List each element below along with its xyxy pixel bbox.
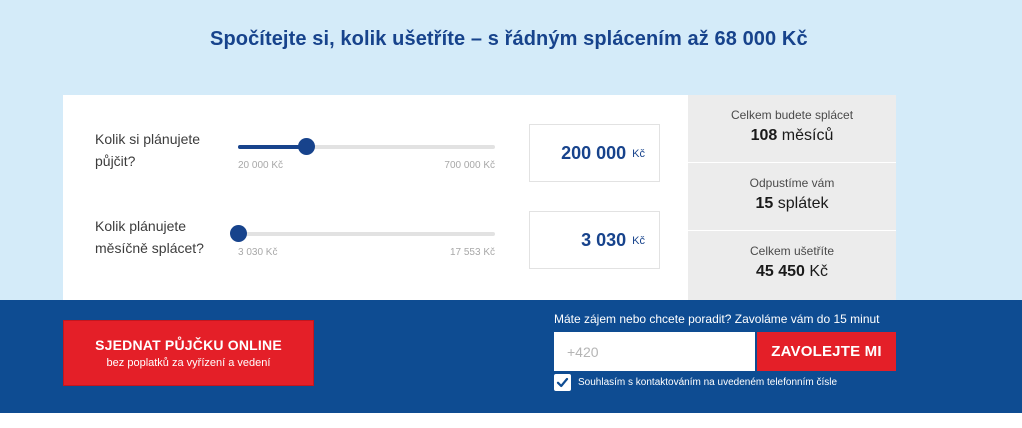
loan-amount-label-line1: Kolik si plánujete xyxy=(95,131,201,147)
summary-savings-value: 45 450 xyxy=(755,263,805,280)
slider-max-label: 17 553 Kč xyxy=(449,247,495,258)
slider-thumb[interactable] xyxy=(298,138,316,155)
summary-forgiven-caption: Odpustíme vám xyxy=(749,176,835,190)
slider-min-label: 3 030 Kč xyxy=(238,247,278,258)
summary-months-value-line: 108 měsíců xyxy=(688,127,896,145)
checkmark-icon xyxy=(556,377,569,388)
summary-months-unit: měsíců xyxy=(781,127,834,144)
slider-track[interactable] xyxy=(238,145,495,149)
consent-row: Souhlasím s kontaktováním na uvedeném te… xyxy=(554,374,837,391)
summary-months-value: 108 xyxy=(750,127,778,144)
summary-forgiven-unit: splátek xyxy=(777,195,829,212)
summary-forgiven-value: 15 xyxy=(755,195,774,212)
summary-savings: Celkem ušetříte 45 450 Kč xyxy=(688,244,896,281)
summary-savings-value-line: 45 450 Kč xyxy=(688,263,896,281)
loan-amount-value: 200 000 xyxy=(561,142,627,163)
calculator-panel: Kolik si plánujete půjčit? 20 000 Kč 700… xyxy=(63,95,688,300)
phone-input[interactable] xyxy=(554,332,755,371)
slider-thumb[interactable] xyxy=(230,225,247,242)
monthly-payment-value: 3 030 xyxy=(581,229,627,250)
monthly-payment-label-line2: měsíčně splácet? xyxy=(95,240,204,256)
monthly-payment-unit: Kč xyxy=(632,235,645,247)
apply-online-button-label: SJEDNAT PŮJČKU ONLINE xyxy=(95,337,282,353)
consent-checkbox[interactable] xyxy=(554,374,571,391)
loan-amount-unit: Kč xyxy=(632,148,645,160)
monthly-payment-label-line1: Kolik plánujete xyxy=(95,218,187,234)
consent-label: Souhlasím s kontaktováním na uvedeném te… xyxy=(578,377,838,388)
monthly-payment-value-box[interactable]: 3 030 Kč xyxy=(529,211,660,269)
loan-amount-value-box[interactable]: 200 000 Kč xyxy=(529,124,660,182)
summary-savings-unit: Kč xyxy=(809,263,829,280)
summary-forgiven-value-line: 15 splátek xyxy=(688,195,896,213)
monthly-payment-slider[interactable]: 3 030 Kč 17 553 Kč xyxy=(230,223,495,263)
summary-savings-caption: Celkem ušetříte xyxy=(749,244,835,258)
summary-divider xyxy=(688,162,896,163)
callback-title: Máte zájem nebo chcete poradit? Zavoláme… xyxy=(554,312,880,326)
slider-max-label: 700 000 Kč xyxy=(444,160,495,171)
summary-months: Celkem budete splácet 108 měsíců xyxy=(688,108,896,145)
slider-fill xyxy=(238,145,307,149)
slider-min-label: 20 000 Kč xyxy=(238,160,284,171)
headline: Spočítejte si, kolik ušetříte – s řádným… xyxy=(210,28,808,50)
loan-amount-label: Kolik si plánujete půjčit? xyxy=(95,128,245,172)
monthly-payment-label: Kolik plánujete měsíčně splácet? xyxy=(95,215,245,259)
loan-amount-slider[interactable]: 20 000 Kč 700 000 Kč xyxy=(238,136,495,176)
summary-panel: Celkem budete splácet 108 měsíců Odpustí… xyxy=(688,95,896,300)
apply-online-button-sublabel: bez poplatků za vyřízení a vedení xyxy=(106,357,271,369)
apply-online-button[interactable]: SJEDNAT PŮJČKU ONLINE bez poplatků za vy… xyxy=(63,320,314,386)
summary-divider xyxy=(688,230,896,231)
summary-forgiven: Odpustíme vám 15 splátek xyxy=(688,176,896,213)
loan-amount-label-line2: půjčit? xyxy=(95,153,136,169)
call-me-button[interactable]: ZAVOLEJTE MI xyxy=(757,332,896,371)
summary-months-caption: Celkem budete splácet xyxy=(730,108,854,122)
slider-track[interactable] xyxy=(238,232,495,236)
action-band: SJEDNAT PŮJČKU ONLINE bez poplatků za vy… xyxy=(0,300,1022,413)
